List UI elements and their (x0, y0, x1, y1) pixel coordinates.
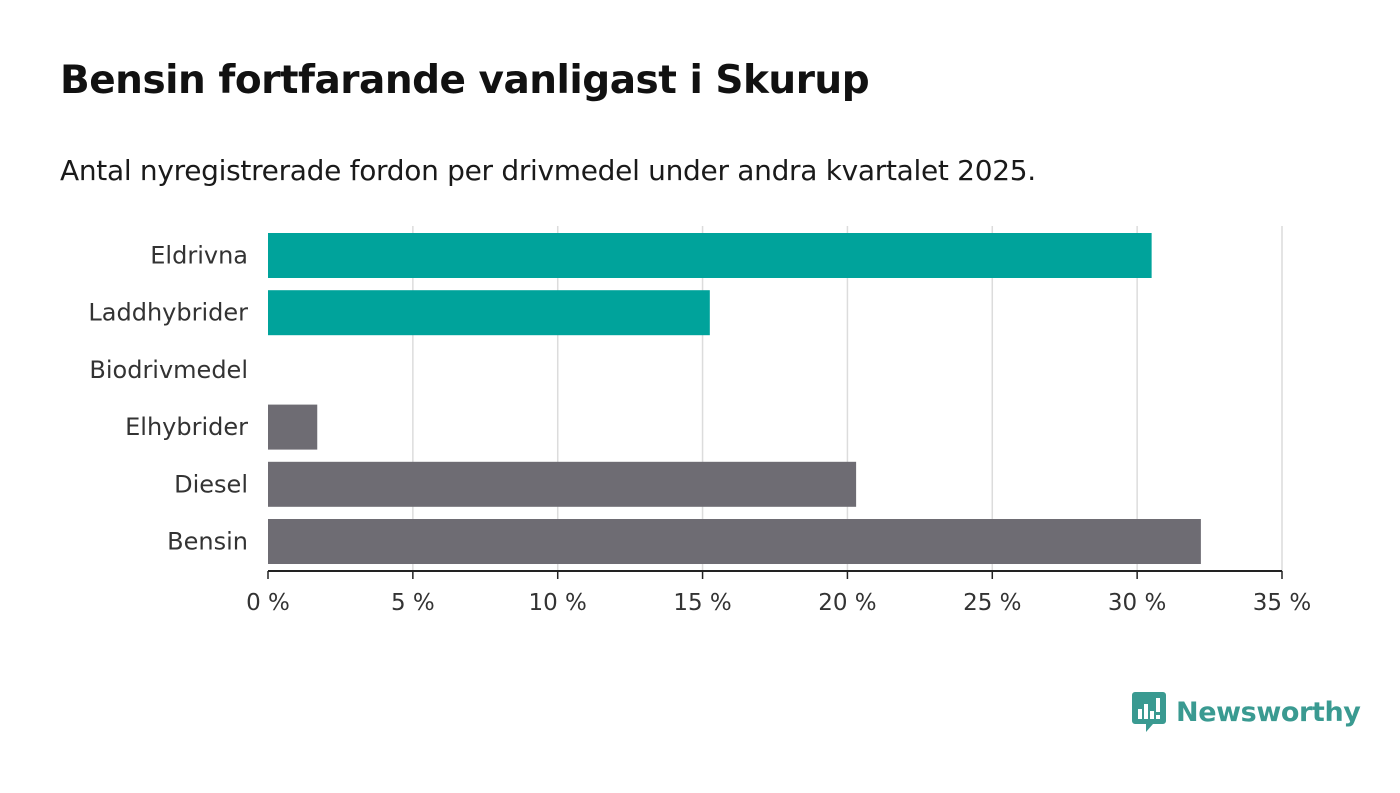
bar-laddhybrider (268, 290, 710, 336)
category-label: Laddhybrider (88, 299, 248, 327)
x-tick-label: 20 % (818, 590, 876, 616)
chart-title: Bensin fortfarande vanligast i Skurup (60, 58, 870, 103)
brand-logo: Newsworthy (1132, 692, 1361, 732)
bar-diesel (268, 461, 857, 507)
bar-eldrivna (268, 233, 1152, 278)
brand-name: Newsworthy (1176, 696, 1361, 728)
x-tick-label: 25 % (963, 590, 1021, 616)
x-tick-label: 30 % (1108, 590, 1166, 616)
category-label: Eldrivna (150, 242, 248, 270)
newsworthy-logo-icon (1132, 692, 1166, 732)
category-label: Elhybrider (125, 413, 248, 441)
category-label: Bensin (167, 528, 248, 556)
x-tick-label: 10 % (528, 590, 586, 616)
bar-chart: 0 % 5 % 10 % 15 % 20 % 25 % 30 % 35 % Eldrivna L… (88, 226, 1311, 616)
bars (268, 233, 1201, 564)
x-tick-label: 35 % (1253, 590, 1311, 616)
x-tick-label: 5 % (391, 590, 435, 616)
gridlines (412, 226, 1283, 571)
chart-subtitle: Antal nyregistrerade fordon per drivmede… (60, 154, 1036, 187)
category-labels: Eldrivna Laddhybrider Biodrivmedel Elhybrid… (88, 242, 248, 556)
bar-elhybrider (268, 404, 318, 450)
bar-bensin (268, 519, 1201, 564)
category-label: Biodrivmedel (89, 356, 248, 384)
x-axis: 0 % 5 % 10 % 15 % 20 % 25 % 30 % 35 % (246, 570, 1311, 616)
x-tick-label: 0 % (246, 590, 290, 616)
x-tick-label: 15 % (673, 590, 731, 616)
category-label: Diesel (174, 470, 248, 498)
